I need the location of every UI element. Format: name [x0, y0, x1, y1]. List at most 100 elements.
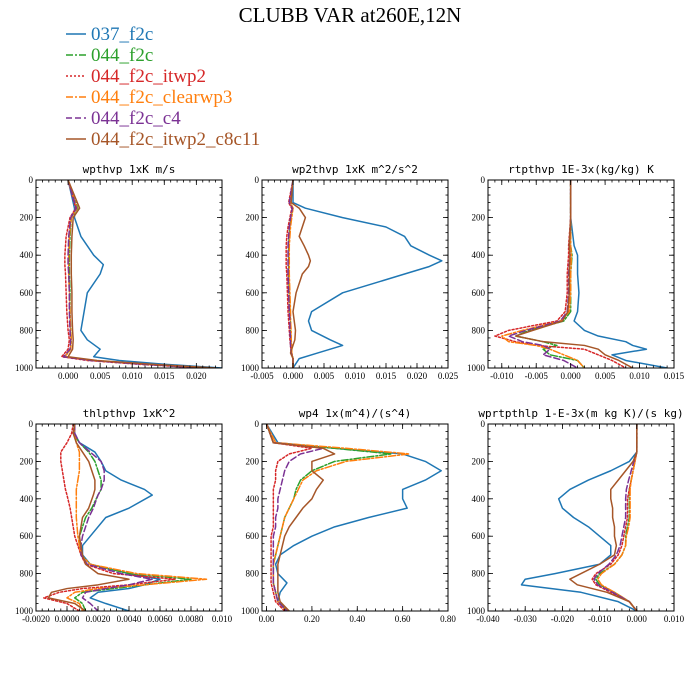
series-line-037-f2c	[292, 180, 443, 368]
legend-item: 044_f2c_itwp2_c8c11	[66, 129, 260, 150]
y-tick-label: 800	[20, 569, 34, 579]
x-tick-label: 0.010	[122, 371, 143, 381]
y-tick-label: 200	[472, 456, 486, 466]
y-tick-label: 800	[20, 325, 34, 335]
series-group	[285, 180, 443, 368]
x-tick-label: -0.030	[514, 614, 538, 624]
y-tick-label: 0	[255, 175, 260, 185]
series-line-044-f2c-c4	[265, 424, 324, 611]
y-tick-label: 0	[481, 419, 486, 429]
y-tick-label: 400	[20, 250, 34, 260]
x-tick-label: -0.005	[525, 371, 549, 381]
panel-4: thlpthvp 1xK^2 -0.0020 0.0000 0.0020 0.0040 0…	[15, 407, 233, 624]
x-tick-label: 0.60	[395, 614, 411, 624]
x-tick-label: 0.000	[627, 614, 648, 624]
x-tick-label: -0.040	[476, 614, 500, 624]
y-tick-label: 800	[246, 569, 260, 579]
series-line-044-f2c-c4	[74, 424, 153, 611]
y-tick-label: 1000	[15, 363, 34, 373]
panel-title: thlpthvp 1xK^2	[83, 407, 176, 420]
y-tick-label: 800	[472, 569, 486, 579]
x-tick-label: 0.015	[376, 371, 397, 381]
x-tick-label: 0.005	[90, 371, 111, 381]
y-tick-label: 600	[472, 288, 486, 298]
series-line-044-f2c-clearwp3	[66, 424, 208, 611]
x-tick-label: 0.025	[438, 371, 459, 381]
series-line-037-f2c	[74, 424, 161, 611]
series-line-044-f2c-itwp2	[43, 424, 177, 611]
series-line-044-f2c-itwp2-c8c11	[47, 424, 130, 611]
y-tick-label: 0	[29, 419, 34, 429]
y-tick-label: 400	[472, 494, 486, 504]
series-line-044-f2c-clearwp3	[596, 424, 638, 611]
x-tick-label: -0.005	[250, 371, 274, 381]
panel-2: wp2thvp 1xK m^2/s^2 -0.005 0.000 0.005 0.010…	[241, 163, 459, 381]
legend-item: 044_f2c	[66, 45, 153, 66]
y-tick-label: 600	[246, 531, 260, 541]
x-tick-label: -0.020	[551, 614, 575, 624]
x-tick-label: -0.010	[490, 371, 514, 381]
legend-label: 037_f2c	[91, 24, 153, 45]
y-tick-label: 200	[246, 213, 260, 223]
plot-frame	[261, 423, 449, 612]
series-line-044-f2c-c4	[507, 180, 579, 368]
panel-title: wpthvp 1xK m/s	[83, 163, 176, 176]
y-tick-label: 400	[20, 494, 34, 504]
series-line-044-f2c-clearwp3	[288, 180, 294, 368]
legend: 037_f2c044_f2c044_f2c_itwp2044_f2c_clear…	[66, 24, 260, 150]
legend-label: 044_f2c	[91, 45, 153, 66]
y-tick-label: 600	[20, 531, 34, 541]
x-tick-label: 0.40	[349, 614, 365, 624]
panels: wpthvp 1xK m/s 0.000 0.005 0.010 0.015 0.020 0…	[15, 163, 685, 624]
x-tick-label: 0.0080	[179, 614, 204, 624]
series-line-037-f2c	[569, 180, 668, 368]
series-line-044-f2c-c4	[593, 424, 638, 611]
panel-5: wp4 1x(m^4)/(s^4) 0.00 0.20 0.40 0.60 0.80 0 20…	[241, 407, 456, 624]
x-tick-label: 0.20	[304, 614, 320, 624]
y-tick-label: 400	[472, 250, 486, 260]
x-tick-label: 0.015	[664, 371, 685, 381]
x-tick-label: 0.005	[595, 371, 616, 381]
series-line-044-f2c-itwp2	[265, 424, 313, 611]
series-line-044-f2c-clearwp3	[501, 180, 586, 368]
y-tick-label: 800	[246, 325, 260, 335]
y-tick-label: 0	[29, 175, 34, 185]
series-line-044-f2c-c4	[287, 180, 294, 368]
y-tick-label: 600	[20, 288, 34, 298]
x-tick-label: 0.0060	[148, 614, 173, 624]
y-tick-label: 1000	[241, 606, 260, 616]
x-tick-label: 0.005	[314, 371, 335, 381]
panel-1: wpthvp 1xK m/s 0.000 0.005 0.010 0.015 0.020 0…	[15, 163, 223, 381]
series-line-037-f2c	[520, 424, 638, 611]
x-tick-label: -0.0020	[22, 614, 50, 624]
x-tick-label: 0.015	[154, 371, 175, 381]
series-line-044-f2c-itwp2-c8c11	[265, 424, 336, 611]
legend-item: 037_f2c	[66, 24, 153, 45]
panel-6: wprtpthlp 1-E-3x(m kg K)/(s kg) -0.040 -0.…	[467, 407, 685, 624]
panel-title: rtpthvp 1E-3x(kg/kg) K	[508, 163, 654, 176]
plot-frame	[35, 179, 223, 369]
x-tick-label: 0.010	[629, 371, 650, 381]
panel-title: wp4 1x(m^4)/(s^4)	[299, 407, 412, 420]
series-line-044-f2c-itwp2	[494, 180, 627, 368]
series-group	[494, 180, 668, 368]
y-tick-label: 200	[246, 456, 260, 466]
y-tick-label: 600	[472, 531, 486, 541]
series-line-037-f2c	[67, 180, 222, 368]
y-tick-label: 1000	[241, 363, 260, 373]
panel-title: wprtpthlp 1-E-3x(m kg K)/(s kg)	[478, 407, 683, 420]
y-tick-label: 200	[20, 456, 34, 466]
y-tick-label: 1000	[15, 606, 34, 616]
panel-title: wp2thvp 1xK m^2/s^2	[292, 163, 418, 176]
y-tick-label: 0	[481, 175, 486, 185]
series-line-037-f2c	[265, 424, 442, 611]
y-tick-label: 1000	[467, 606, 486, 616]
x-tick-label: -0.010	[588, 614, 612, 624]
series-line-044-f2c-itwp2-c8c11	[569, 424, 638, 611]
series-line-044-f2c-itwp2-c8c11	[67, 180, 217, 368]
x-tick-label: 0.000	[58, 371, 79, 381]
x-tick-label: 0.010	[345, 371, 366, 381]
x-tick-label: 0.020	[186, 371, 207, 381]
x-tick-label: 0.020	[407, 371, 428, 381]
